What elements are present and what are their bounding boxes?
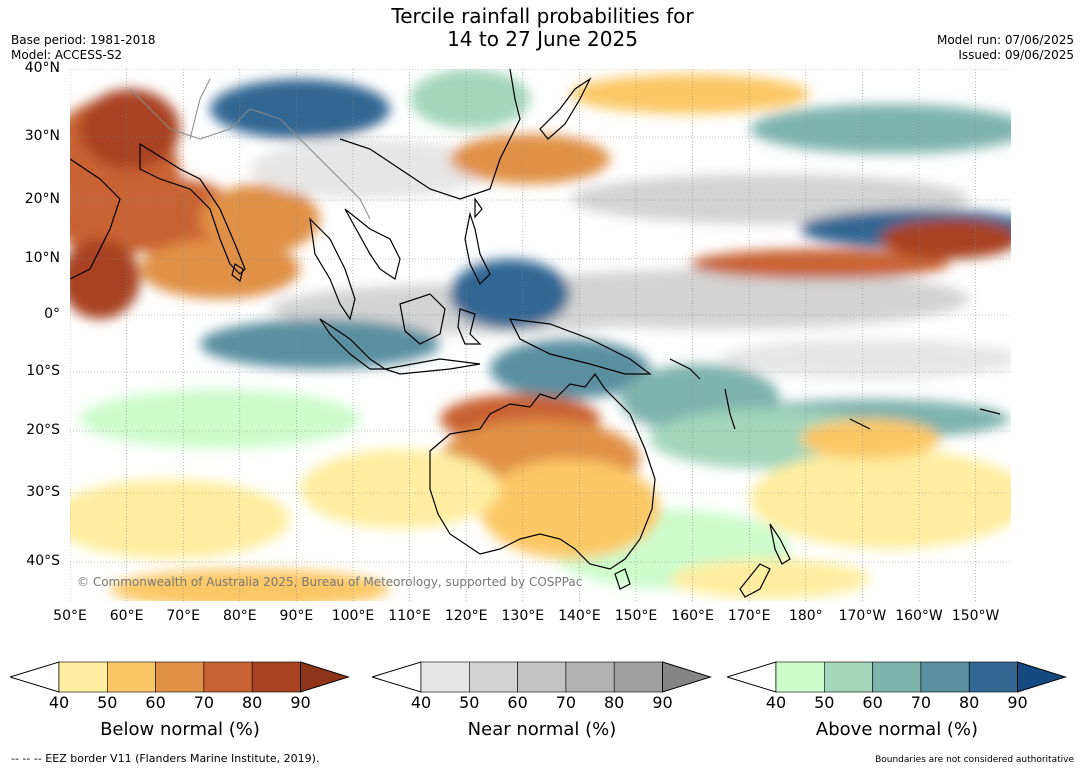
probability-field <box>70 69 1011 601</box>
legend-tick-label: 60 <box>507 693 528 712</box>
legend-colorbar <box>372 661 712 693</box>
latitude-label: 40°S <box>26 553 60 569</box>
copyright-notice: © Commonwealth of Australia 2025, Bureau… <box>77 575 583 589</box>
legend-tick-label: 80 <box>604 693 625 712</box>
longitude-label: 150°E <box>614 608 658 624</box>
legend-swatch <box>203 661 253 693</box>
legend-tick-label: 90 <box>652 693 673 712</box>
longitude-label: 150°W <box>951 608 1000 624</box>
legend-tick-label: 70 <box>555 693 577 712</box>
legend-swatch <box>613 661 663 693</box>
legend-tick-label: 40 <box>410 693 432 712</box>
legend-tick-label: 70 <box>193 693 215 712</box>
legend-title: Near normal (%) <box>467 719 617 740</box>
map-title-line1: Tercile rainfall probabilities for <box>391 4 694 28</box>
legend-tick-label: 50 <box>459 693 480 712</box>
latitude-label: 40°N <box>24 60 60 76</box>
latitude-label: 30°N <box>24 128 60 144</box>
longitude-label: 90°E <box>279 608 314 624</box>
legend-swatch <box>251 661 301 693</box>
probability-map <box>70 69 1011 601</box>
boundaries-disclaimer: Boundaries are not considered authoritat… <box>875 755 1074 765</box>
coastlines <box>70 69 1001 598</box>
legend-swatch <box>58 661 108 693</box>
longitude-label: 80°E <box>222 608 257 624</box>
legend-title: Above normal (%) <box>815 719 979 740</box>
longitude-label: 180° <box>788 608 823 624</box>
legend-tick-label: 60 <box>862 693 883 712</box>
legend-swatch <box>155 661 205 693</box>
legend-colorbar <box>10 661 350 693</box>
legend-tick-label: 80 <box>959 693 980 712</box>
legend-swatch <box>420 661 470 693</box>
legend-tick-label: 40 <box>765 693 787 712</box>
eez-border-note: -- -- -- EEZ border V11 (Flanders Marine… <box>11 752 320 765</box>
legend-tick-label: 70 <box>910 693 932 712</box>
longitude-label: 160°E <box>671 608 714 624</box>
latitude-label: 10°N <box>24 250 60 266</box>
longitude-label: 170°W <box>838 608 887 624</box>
map-gridlines <box>70 69 1011 601</box>
legend-title: Below normal (%) <box>100 719 260 740</box>
legend-swatch <box>920 661 970 693</box>
meta-right: Model run: 07/06/2025 Issued: 09/06/2025 <box>937 33 1074 63</box>
legend-high-arrow <box>1017 661 1067 693</box>
model-run-label: Model run: 07/06/2025 <box>936 33 1074 47</box>
legend-swatch <box>824 661 873 693</box>
legend-low-arrow <box>727 661 777 693</box>
legend-tick-label: 40 <box>48 693 70 712</box>
meta-left: Base period: 1981-2018 Model: ACCESS-S2 <box>11 33 156 63</box>
legend-tick-label: 60 <box>145 693 166 712</box>
legend-swatch <box>968 661 1018 693</box>
latitude-label: 20°S <box>26 422 60 438</box>
map-canvas <box>70 69 1011 601</box>
model-label: Model: ACCESS-S2 <box>11 48 123 62</box>
latitude-label: 10°S <box>26 363 60 379</box>
longitude-label: 120°E <box>444 608 488 624</box>
legend-high-arrow <box>300 661 350 693</box>
legend-low-arrow <box>10 661 60 693</box>
longitude-label: 170°E <box>727 608 771 624</box>
base-period-label: Base period: 1981-2018 <box>11 33 156 47</box>
longitude-label: 110°E <box>388 608 431 624</box>
longitude-label: 60°E <box>109 608 144 624</box>
longitude-label: 100°E <box>331 608 375 624</box>
map-title-line2: 14 to 27 June 2025 <box>447 27 638 51</box>
legend-swatch <box>775 661 825 693</box>
legend-tick-label: 50 <box>97 693 118 712</box>
legend-swatch <box>517 661 567 693</box>
issued-label: Issued: 09/06/2025 <box>958 48 1074 62</box>
longitude-label: 70°E <box>166 608 201 624</box>
legend-swatch <box>469 661 518 693</box>
latitude-label: 0° <box>44 306 60 322</box>
latitude-label: 20°N <box>24 191 60 207</box>
country-borders <box>129 78 371 220</box>
legend-high-arrow <box>662 661 712 693</box>
longitude-label: 130°E <box>501 608 545 624</box>
longitude-label: 160°W <box>895 608 943 624</box>
legend-swatch <box>107 661 156 693</box>
latitude-label: 30°S <box>26 484 60 500</box>
longitude-label: 50°E <box>53 608 87 624</box>
legend-tick-label: 90 <box>1007 693 1028 712</box>
legend-colorbar <box>727 661 1067 693</box>
legend-low-arrow <box>372 661 422 693</box>
legend-swatch <box>872 661 922 693</box>
legend-tick-label: 80 <box>242 693 263 712</box>
legend-swatch <box>565 661 615 693</box>
legend-tick-label: 50 <box>814 693 835 712</box>
longitude-label: 140°E <box>558 608 601 624</box>
legend-tick-label: 90 <box>290 693 311 712</box>
